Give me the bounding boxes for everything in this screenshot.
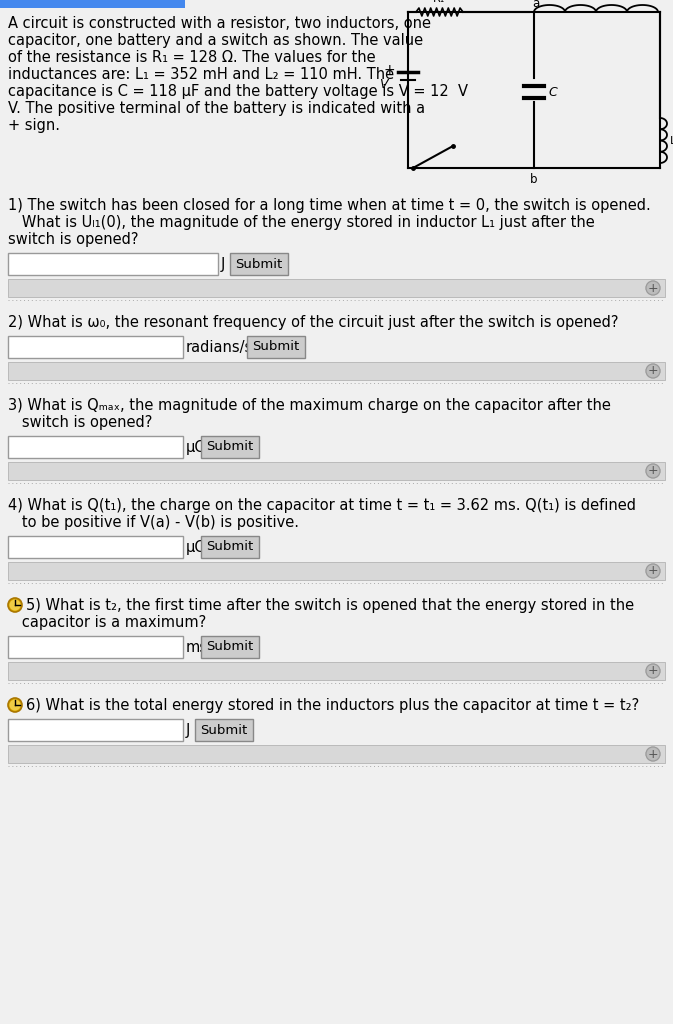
Text: +: + (647, 365, 658, 378)
Text: 5) What is t₂, the first time after the switch is opened that the energy stored : 5) What is t₂, the first time after the … (26, 598, 634, 613)
Text: J: J (221, 257, 225, 272)
Text: ms: ms (186, 640, 208, 655)
Text: L₂: L₂ (670, 135, 673, 145)
Text: 6) What is the total energy stored in the inductors plus the capacitor at time t: 6) What is the total energy stored in th… (26, 698, 639, 713)
Text: b: b (530, 173, 538, 186)
Bar (8, 362, 665, 380)
Bar (8, 562, 665, 580)
Text: radians/s: radians/s (186, 340, 253, 355)
Text: +: + (647, 748, 658, 761)
Text: R₁: R₁ (433, 0, 446, 4)
Text: μC: μC (186, 540, 206, 555)
Bar (8, 462, 665, 480)
Bar (8, 253, 218, 275)
FancyBboxPatch shape (194, 719, 252, 741)
Text: V: V (380, 79, 388, 91)
Circle shape (646, 564, 660, 578)
Text: +: + (384, 63, 395, 77)
Text: Submit: Submit (207, 541, 254, 554)
Bar (8, 536, 183, 558)
Circle shape (9, 699, 20, 711)
Text: to be positive if V(a) - V(b) is positive.: to be positive if V(a) - V(b) is positiv… (8, 515, 299, 530)
Text: C: C (548, 85, 557, 98)
Text: A circuit is constructed with a resistor, two inductors, one: A circuit is constructed with a resistor… (8, 16, 431, 31)
Text: capacitance is C = 118 μF and the battery voltage is V = 12  V: capacitance is C = 118 μF and the batter… (8, 84, 468, 99)
FancyBboxPatch shape (201, 436, 259, 458)
Bar (8, 436, 183, 458)
Text: J: J (186, 723, 190, 738)
FancyBboxPatch shape (201, 536, 259, 558)
Text: μC: μC (186, 440, 206, 455)
Text: +: + (647, 282, 658, 295)
Circle shape (9, 599, 20, 610)
Text: + sign.: + sign. (8, 118, 60, 133)
Text: V. The positive terminal of the battery is indicated with a: V. The positive terminal of the battery … (8, 101, 425, 116)
Circle shape (646, 364, 660, 378)
Text: Submit: Submit (207, 640, 254, 653)
Text: 3) What is Qₘₐₓ, the magnitude of the maximum charge on the capacitor after the: 3) What is Qₘₐₓ, the magnitude of the ma… (8, 398, 611, 413)
Bar (0, 0, 185, 8)
Text: +: + (647, 564, 658, 578)
Text: +: + (647, 665, 658, 678)
FancyBboxPatch shape (246, 336, 304, 358)
Bar (8, 719, 183, 741)
Bar (8, 336, 183, 358)
Text: What is Uₗ₁(0), the magnitude of the energy stored in inductor L₁ just after the: What is Uₗ₁(0), the magnitude of the ene… (8, 215, 595, 230)
Text: switch is opened?: switch is opened? (8, 415, 152, 430)
Text: of the resistance is R₁ = 128 Ω. The values for the: of the resistance is R₁ = 128 Ω. The val… (8, 50, 376, 65)
Bar (8, 745, 665, 763)
Text: 4) What is Q(t₁), the charge on the capacitor at time t = t₁ = 3.62 ms. Q(t₁) is: 4) What is Q(t₁), the charge on the capa… (8, 498, 636, 513)
Text: +: + (647, 465, 658, 477)
Circle shape (8, 698, 22, 712)
FancyBboxPatch shape (229, 253, 287, 275)
Text: capacitor is a maximum?: capacitor is a maximum? (8, 615, 206, 630)
Bar (8, 662, 665, 680)
Circle shape (8, 598, 22, 612)
Circle shape (646, 746, 660, 761)
Bar (8, 279, 665, 297)
Text: inductances are: L₁ = 352 mH and L₂ = 110 mH. The: inductances are: L₁ = 352 mH and L₂ = 11… (8, 67, 394, 82)
Text: switch is opened?: switch is opened? (8, 232, 139, 247)
Circle shape (646, 281, 660, 295)
Text: 1) The switch has been closed for a long time when at time t = 0, the switch is : 1) The switch has been closed for a long… (8, 198, 651, 213)
Text: Submit: Submit (252, 341, 299, 353)
Text: Submit: Submit (207, 440, 254, 454)
Circle shape (646, 664, 660, 678)
Text: Submit: Submit (235, 257, 282, 270)
FancyBboxPatch shape (201, 636, 259, 658)
Bar (8, 636, 183, 658)
Text: 2) What is ω₀, the resonant frequency of the circuit just after the switch is op: 2) What is ω₀, the resonant frequency of… (8, 315, 618, 330)
Text: capacitor, one battery and a switch as shown. The value: capacitor, one battery and a switch as s… (8, 33, 423, 48)
Circle shape (646, 464, 660, 478)
Text: a: a (532, 0, 539, 10)
Text: Submit: Submit (200, 724, 247, 736)
